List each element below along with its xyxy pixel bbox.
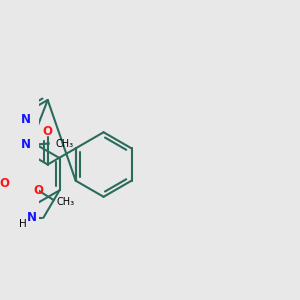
Text: O: O <box>34 184 44 197</box>
Text: O: O <box>0 177 10 190</box>
Text: O: O <box>43 125 53 138</box>
Text: N: N <box>21 113 31 127</box>
Text: CH₃: CH₃ <box>56 139 74 148</box>
Text: H: H <box>19 219 27 229</box>
Text: N: N <box>27 211 37 224</box>
Text: N: N <box>21 138 31 151</box>
Text: CH₃: CH₃ <box>57 196 75 207</box>
